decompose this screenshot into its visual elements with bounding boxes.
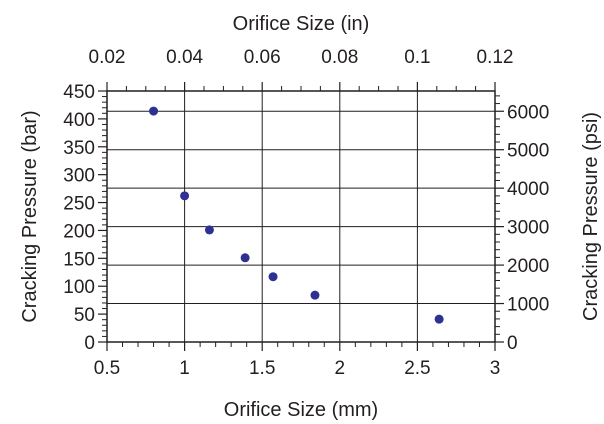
data-point bbox=[268, 272, 278, 282]
y-axis-title: Cracking Pressure (bar) bbox=[19, 110, 41, 322]
x2-tick-label: 0.02 bbox=[89, 47, 126, 68]
y2-tick-label: 0 bbox=[507, 333, 518, 354]
y-tick-label: 300 bbox=[63, 166, 95, 187]
x-tick-label: 3 bbox=[490, 358, 501, 379]
y2-axis-title: Cracking Pressure (psi) bbox=[580, 112, 602, 321]
y-tick-label: 350 bbox=[63, 138, 95, 159]
y2-tick-label: 6000 bbox=[507, 102, 549, 123]
y-tick-label: 200 bbox=[63, 221, 95, 242]
x2-tick-label: 0.04 bbox=[166, 47, 203, 68]
x2-tick-label: 0.08 bbox=[321, 47, 358, 68]
data-point bbox=[240, 253, 250, 263]
y-tick-label: 250 bbox=[63, 194, 95, 215]
x-tick-label: 0.5 bbox=[94, 358, 120, 379]
y2-tick-label: 3000 bbox=[507, 218, 549, 239]
y-tick-label: 400 bbox=[63, 110, 95, 131]
data-points bbox=[149, 106, 444, 324]
x-axis-title: Orifice Size (mm) bbox=[224, 399, 378, 421]
plot-frame bbox=[106, 90, 496, 343]
data-point bbox=[310, 290, 320, 300]
y-tick-label: 150 bbox=[63, 249, 95, 270]
data-point bbox=[434, 314, 444, 324]
y-tick-label: 100 bbox=[63, 277, 95, 298]
grid-layer bbox=[107, 91, 495, 342]
y2-tick-label: 5000 bbox=[507, 141, 549, 162]
x-tick-label: 2.5 bbox=[404, 358, 430, 379]
x-tick-label: 1.5 bbox=[249, 358, 275, 379]
x2-tick-label: 0.12 bbox=[477, 47, 514, 68]
y2-tick-label: 4000 bbox=[507, 179, 549, 200]
tick-label-layer: 0.5 1 1.5 2 2.5 3 0.02 0.04 0.06 0.08 0.1 0.12 0 50 10… bbox=[63, 47, 549, 379]
y-tick-label: 50 bbox=[74, 305, 95, 326]
x-tick-label: 2 bbox=[335, 358, 346, 379]
tick-layer bbox=[98, 82, 504, 351]
y2-tick-label: 1000 bbox=[507, 295, 549, 316]
x-tick-label: 1 bbox=[179, 358, 190, 379]
x2-axis-title: Orifice Size (in) bbox=[233, 13, 370, 35]
data-point bbox=[204, 225, 214, 235]
data-point bbox=[149, 106, 159, 116]
x2-tick-label: 0.1 bbox=[404, 47, 430, 68]
y-tick-label: 0 bbox=[84, 333, 95, 354]
y-tick-label: 450 bbox=[63, 82, 95, 103]
y2-tick-label: 2000 bbox=[507, 256, 549, 277]
data-point bbox=[180, 191, 190, 201]
x2-tick-label: 0.06 bbox=[244, 47, 281, 68]
